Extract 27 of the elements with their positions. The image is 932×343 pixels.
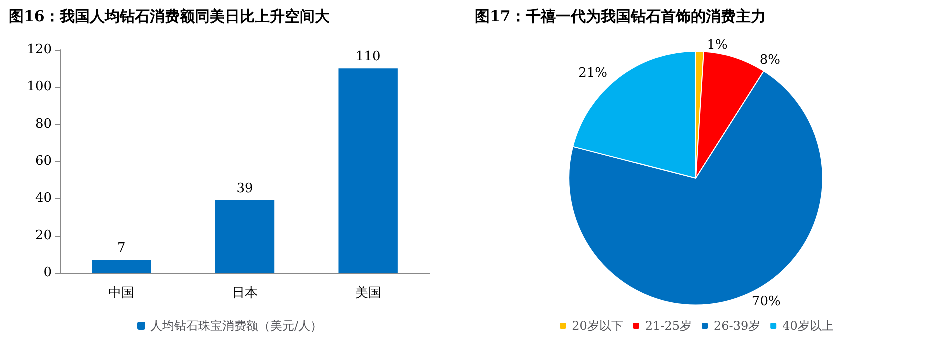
legend-label: 26-39岁	[714, 319, 761, 333]
data-label: 21%	[578, 66, 608, 81]
x-tick-label: 日本	[232, 286, 258, 301]
data-label: 8%	[760, 53, 781, 68]
data-label: 110	[356, 50, 381, 65]
bar	[338, 68, 398, 273]
y-tick-label: 0	[44, 266, 52, 280]
x-tick-label: 中国	[108, 286, 135, 301]
bar	[92, 260, 152, 273]
data-label: 7	[118, 240, 126, 256]
legend-label: 21-25岁	[645, 319, 692, 333]
x-tick-label: 美国	[355, 285, 382, 301]
y-tick-label: 120	[27, 42, 52, 58]
data-label: 70%	[752, 294, 781, 310]
legend-label: 20岁以下	[572, 319, 624, 333]
y-tick-label: 60	[35, 154, 52, 169]
y-tick-label: 100	[27, 80, 52, 95]
chart-title: 图16：我国人均钻石消费额同美日比上升空间大	[9, 8, 331, 26]
y-tick-label: 40	[35, 191, 52, 206]
bar	[215, 200, 275, 273]
y-tick-label: 80	[35, 116, 52, 132]
legend-label: 40岁以上	[782, 319, 834, 333]
legend-label: 人均钻石珠宝消费额（美元/人）	[150, 319, 323, 333]
chart-title: 图17：千禧一代为我国钻石首饰的消费主力	[475, 8, 766, 26]
y-tick-label: 20	[35, 228, 52, 244]
data-label: 39	[236, 182, 254, 197]
data-label: 1%	[707, 38, 728, 54]
